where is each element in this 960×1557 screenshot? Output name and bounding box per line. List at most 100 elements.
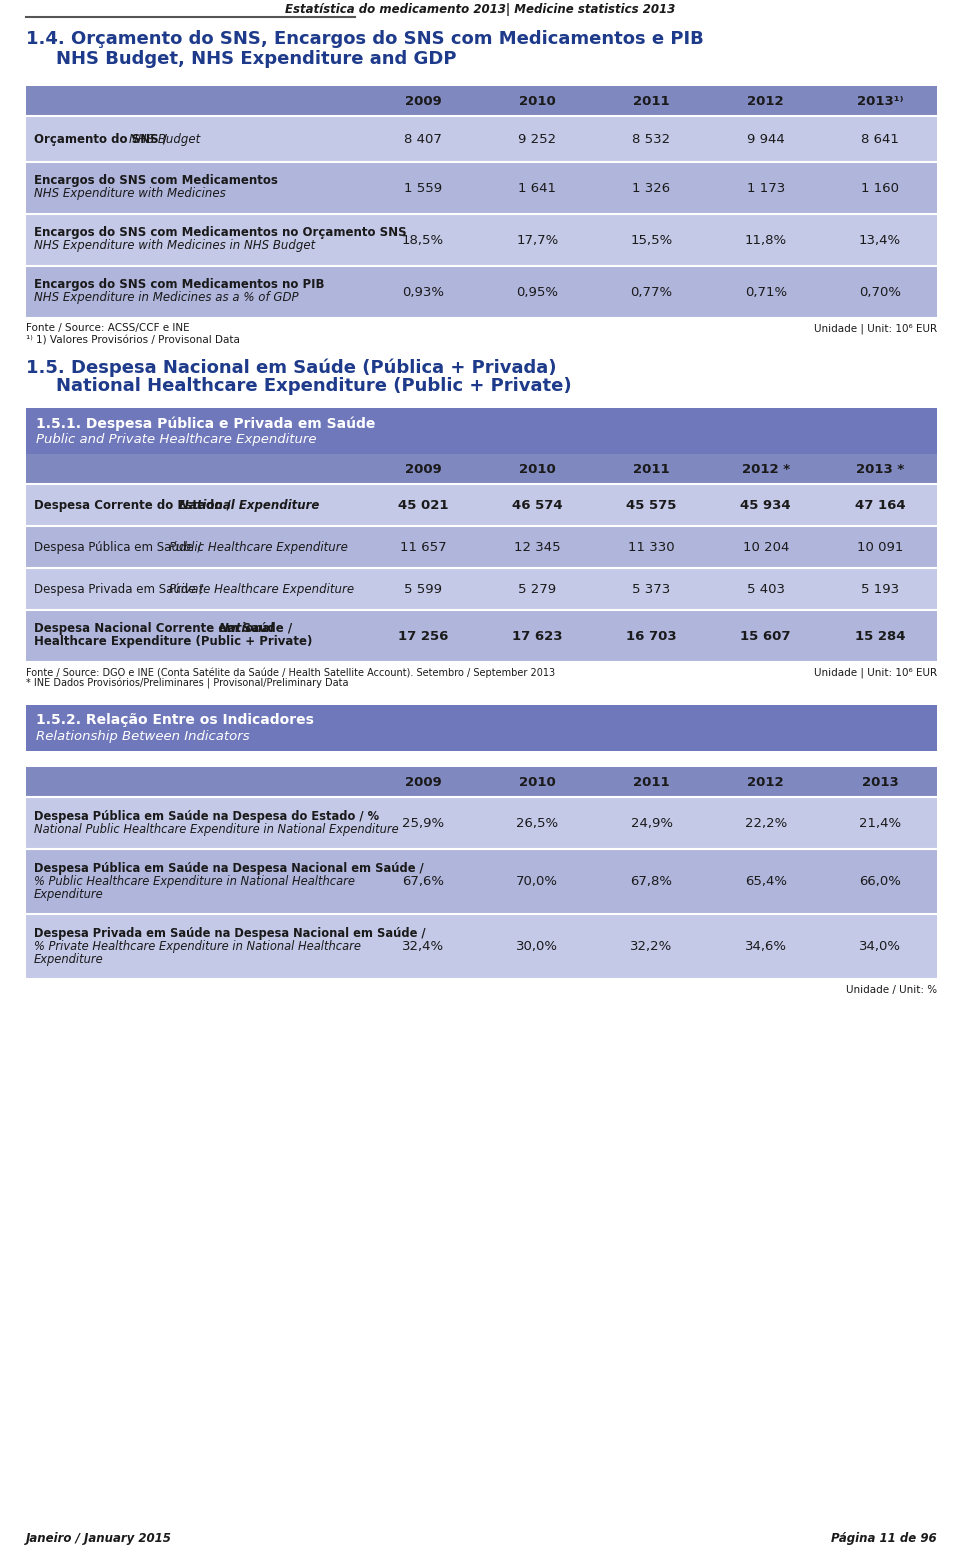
Bar bbox=[26, 213, 937, 266]
Bar bbox=[26, 266, 937, 318]
Text: 9 944: 9 944 bbox=[747, 132, 784, 145]
Text: Página 11 de 96: Página 11 de 96 bbox=[831, 1532, 937, 1545]
Text: Despesa Corrente do Estado /: Despesa Corrente do Estado / bbox=[34, 498, 235, 512]
Text: % Private Healthcare Expenditure in National Healthcare: % Private Healthcare Expenditure in Nati… bbox=[34, 940, 361, 953]
Text: 2012 *: 2012 * bbox=[742, 462, 790, 475]
Text: Private Healthcare Expenditure: Private Healthcare Expenditure bbox=[169, 582, 354, 595]
Text: 17,7%: 17,7% bbox=[516, 234, 559, 246]
Text: 8 532: 8 532 bbox=[633, 132, 671, 145]
Text: 1.5.2. Relação Entre os Indicadores: 1.5.2. Relação Entre os Indicadores bbox=[36, 713, 314, 727]
Text: 66,0%: 66,0% bbox=[859, 875, 900, 887]
Text: 8 407: 8 407 bbox=[404, 132, 442, 145]
Text: Despesa Privada em Saúde /: Despesa Privada em Saúde / bbox=[34, 582, 207, 595]
Text: 30,0%: 30,0% bbox=[516, 940, 559, 953]
Bar bbox=[26, 86, 937, 117]
Text: 2010: 2010 bbox=[519, 95, 556, 107]
Text: 45 021: 45 021 bbox=[397, 498, 448, 512]
Text: % Public Healthcare Expenditure in National Healthcare: % Public Healthcare Expenditure in Natio… bbox=[34, 875, 355, 887]
Text: 15 284: 15 284 bbox=[854, 629, 905, 643]
Text: * INE Dados Provisórios/Preliminares | Provisonal/Preliminary Data: * INE Dados Provisórios/Preliminares | P… bbox=[26, 677, 348, 690]
Text: National Expenditure: National Expenditure bbox=[179, 498, 320, 512]
Text: NHS Budget: NHS Budget bbox=[129, 132, 201, 145]
Text: Estatística do medicamento 2013| Medicine statistics 2013: Estatística do medicamento 2013| Medicin… bbox=[285, 3, 675, 16]
Text: 1 160: 1 160 bbox=[861, 182, 899, 195]
Text: 2010: 2010 bbox=[519, 462, 556, 475]
Text: 2012: 2012 bbox=[748, 775, 784, 788]
Text: 70,0%: 70,0% bbox=[516, 875, 559, 887]
Text: 2013 *: 2013 * bbox=[855, 462, 904, 475]
Text: NHS Expenditure with Medicines: NHS Expenditure with Medicines bbox=[34, 187, 226, 199]
Text: 8 641: 8 641 bbox=[861, 132, 899, 145]
Bar bbox=[26, 705, 937, 750]
Text: 2012: 2012 bbox=[748, 95, 784, 107]
Text: Orçamento do SNS /: Orçamento do SNS / bbox=[34, 132, 171, 145]
Text: 1 326: 1 326 bbox=[633, 182, 671, 195]
Text: Relationship Between Indicators: Relationship Between Indicators bbox=[36, 730, 250, 743]
Text: 2013¹⁾: 2013¹⁾ bbox=[856, 95, 903, 107]
Text: 34,0%: 34,0% bbox=[859, 940, 900, 953]
Text: 5 193: 5 193 bbox=[861, 582, 899, 595]
Text: 5 279: 5 279 bbox=[518, 582, 557, 595]
Text: 12 345: 12 345 bbox=[514, 540, 561, 553]
Text: NHS Expenditure in Medicines as a % of GDP: NHS Expenditure in Medicines as a % of G… bbox=[34, 291, 299, 304]
Text: 22,2%: 22,2% bbox=[745, 816, 787, 830]
Bar bbox=[26, 768, 937, 797]
Text: National Public Healthcare Expenditure in National Expenditure: National Public Healthcare Expenditure i… bbox=[34, 824, 398, 836]
Text: Unidade / Unit: %: Unidade / Unit: % bbox=[846, 986, 937, 995]
Bar bbox=[26, 797, 937, 849]
Bar bbox=[26, 117, 937, 162]
Text: 2009: 2009 bbox=[405, 775, 442, 788]
Text: 15 607: 15 607 bbox=[740, 629, 791, 643]
Text: 34,6%: 34,6% bbox=[745, 940, 786, 953]
Text: 67,6%: 67,6% bbox=[402, 875, 444, 887]
Text: NHS Expenditure with Medicines in NHS Budget: NHS Expenditure with Medicines in NHS Bu… bbox=[34, 240, 315, 252]
Text: 1.5. Despesa Nacional em Saúde (Pública + Privada): 1.5. Despesa Nacional em Saúde (Pública … bbox=[26, 358, 557, 377]
Text: 45 934: 45 934 bbox=[740, 498, 791, 512]
Text: Healthcare Expenditure (Public + Private): Healthcare Expenditure (Public + Private… bbox=[34, 635, 312, 648]
Text: National: National bbox=[219, 621, 275, 635]
Text: Expenditure: Expenditure bbox=[34, 953, 104, 965]
Text: 2009: 2009 bbox=[405, 462, 442, 475]
Text: 17 256: 17 256 bbox=[397, 629, 448, 643]
Text: 5 599: 5 599 bbox=[404, 582, 443, 595]
Text: 1 173: 1 173 bbox=[747, 182, 785, 195]
Text: 15,5%: 15,5% bbox=[631, 234, 673, 246]
Text: 0,71%: 0,71% bbox=[745, 285, 787, 299]
Text: 45 575: 45 575 bbox=[626, 498, 677, 512]
Text: 11 330: 11 330 bbox=[628, 540, 675, 553]
Text: 2009: 2009 bbox=[405, 95, 442, 107]
Text: 11 657: 11 657 bbox=[399, 540, 446, 553]
Text: 24,9%: 24,9% bbox=[631, 816, 673, 830]
Bar bbox=[26, 484, 937, 526]
Text: Encargos do SNS com Medicamentos: Encargos do SNS com Medicamentos bbox=[34, 174, 277, 187]
Text: Despesa Pública em Saúde na Despesa do Estado / %: Despesa Pública em Saúde na Despesa do E… bbox=[34, 810, 379, 824]
Text: 0,95%: 0,95% bbox=[516, 285, 559, 299]
Text: Despesa Pública em Saúde /: Despesa Pública em Saúde / bbox=[34, 540, 205, 553]
Text: Despesa Privada em Saúde na Despesa Nacional em Saúde /: Despesa Privada em Saúde na Despesa Naci… bbox=[34, 926, 425, 940]
Text: 2010: 2010 bbox=[519, 775, 556, 788]
Bar bbox=[26, 849, 937, 914]
Text: 47 164: 47 164 bbox=[854, 498, 905, 512]
Text: 1.5.1. Despesa Pública e Privada em Saúde: 1.5.1. Despesa Pública e Privada em Saúd… bbox=[36, 416, 375, 430]
Text: 0,70%: 0,70% bbox=[859, 285, 900, 299]
Text: 9 252: 9 252 bbox=[518, 132, 557, 145]
Text: 2013: 2013 bbox=[861, 775, 899, 788]
Text: 25,9%: 25,9% bbox=[402, 816, 444, 830]
Text: Public and Private Healthcare Expenditure: Public and Private Healthcare Expenditur… bbox=[36, 433, 317, 445]
Text: 11,8%: 11,8% bbox=[745, 234, 787, 246]
Bar bbox=[26, 408, 937, 455]
Text: 13,4%: 13,4% bbox=[859, 234, 901, 246]
Text: Fonte / Source: ACSS/CCF e INE: Fonte / Source: ACSS/CCF e INE bbox=[26, 322, 190, 333]
Text: 2011: 2011 bbox=[634, 775, 670, 788]
Text: 32,2%: 32,2% bbox=[631, 940, 673, 953]
Text: 5 373: 5 373 bbox=[633, 582, 671, 595]
Text: Janeiro / January 2015: Janeiro / January 2015 bbox=[26, 1532, 172, 1545]
Text: 0,93%: 0,93% bbox=[402, 285, 444, 299]
Text: Despesa Pública em Saúde na Despesa Nacional em Saúde /: Despesa Pública em Saúde na Despesa Naci… bbox=[34, 863, 423, 875]
Text: Public Healthcare Expenditure: Public Healthcare Expenditure bbox=[169, 540, 348, 553]
Bar bbox=[26, 526, 937, 568]
Text: 16 703: 16 703 bbox=[626, 629, 677, 643]
Text: Despesa Nacional Corrente em Saúde /: Despesa Nacional Corrente em Saúde / bbox=[34, 621, 297, 635]
Text: 10 204: 10 204 bbox=[742, 540, 789, 553]
Text: 2011: 2011 bbox=[634, 95, 670, 107]
